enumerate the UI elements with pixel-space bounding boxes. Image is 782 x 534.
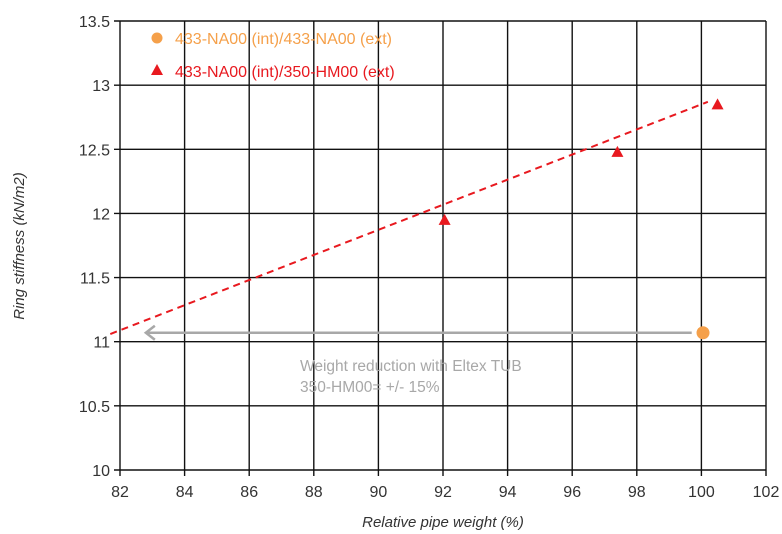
data-point-series-2 [711, 98, 724, 110]
x-tick-label: 96 [563, 484, 581, 501]
annotation: Weight reduction with Eltex TUB 350-HM00… [300, 358, 522, 396]
x-tick-label: 84 [176, 484, 194, 501]
annotation-line-2: 350-HM00= +/- 15% [300, 379, 440, 396]
x-tick-label: 92 [434, 484, 452, 501]
y-tick-label: 10.5 [79, 399, 110, 416]
data-point-series-2 [438, 213, 451, 225]
x-tick-label: 102 [753, 484, 780, 501]
x-tick-label: 82 [111, 484, 129, 501]
trendline [109, 100, 709, 335]
x-tick-label: 98 [628, 484, 646, 501]
data-points-layer [438, 98, 724, 340]
grid [114, 20, 767, 476]
x-tick-label: 88 [305, 484, 323, 501]
legend-label-series-2: 433-NA00 (int)/350-HM00 (ext) [175, 64, 395, 81]
y-tick-label: 12.5 [79, 142, 110, 159]
y-tick-label: 11.5 [80, 271, 110, 288]
y-axis-label: Ring stiffness (kN/m2) [11, 172, 28, 320]
trendline-layer [109, 100, 709, 335]
annotation-line-1: Weight reduction with Eltex TUB [300, 358, 522, 375]
y-tick-label: 13.5 [79, 14, 110, 31]
legend: 433-NA00 (int)/433-NA00 (ext) 433-NA00 (… [151, 31, 395, 81]
y-tick-label: 11 [93, 335, 110, 352]
x-axis-label: Relative pipe weight (%) [362, 514, 524, 531]
tick-labels-layer: 82 84 86 88 90 92 94 96 98 100 102 10 10.5 11 11.5 12 12… [79, 14, 780, 501]
data-point-series-1 [696, 326, 710, 340]
x-tick-label: 86 [240, 484, 258, 501]
data-point-series-2 [611, 145, 624, 157]
x-tick-label: 100 [688, 484, 715, 501]
annotation-arrow-head [143, 324, 156, 341]
legend-triangle-marker [151, 64, 163, 75]
x-tick-label: 94 [499, 484, 517, 501]
legend-label-series-1: 433-NA00 (int)/433-NA00 (ext) [175, 31, 392, 48]
x-tick-label: 90 [370, 484, 388, 501]
annotation-arrow-layer [143, 324, 692, 341]
y-tick-label: 10 [92, 463, 110, 480]
legend-circle-marker [151, 32, 163, 44]
y-tick-label: 12 [92, 206, 110, 223]
y-tick-label: 13 [92, 78, 110, 95]
